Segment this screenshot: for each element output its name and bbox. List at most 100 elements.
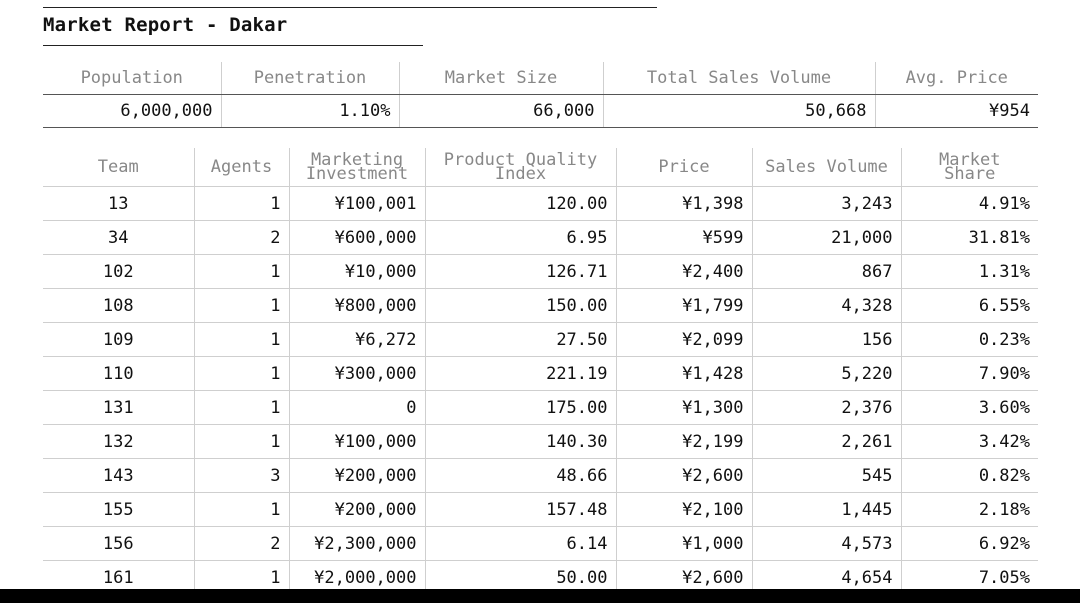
product-quality-index: 6.95	[424, 220, 616, 255]
top-divider	[43, 7, 657, 8]
table-row: 109 1 ¥6,272 27.50 ¥2,099 156 0.23%	[43, 322, 1038, 357]
sales-volume: 2,376	[751, 390, 901, 425]
agents-count: 1	[193, 288, 289, 323]
report-title: Market Report - Dakar	[43, 14, 288, 36]
team-id: 131	[43, 390, 194, 425]
summary-header-total-sales-volume: Total Sales Volume	[602, 62, 875, 95]
table-row: 143 3 ¥200,000 48.66 ¥2,600 545 0.82%	[43, 458, 1038, 493]
summary-header-population: Population	[43, 62, 221, 95]
team-id: 13	[43, 186, 194, 221]
summary-market-size-value: 66,000	[398, 94, 603, 128]
table-row: 110 1 ¥300,000 221.19 ¥1,428 5,220 7.90%	[43, 356, 1038, 391]
table-row: 156 2 ¥2,300,000 6.14 ¥1,000 4,573 6.92%	[43, 526, 1038, 561]
product-quality-index: 48.66	[424, 458, 616, 493]
header-price: Price	[615, 148, 752, 187]
title-underline	[43, 45, 423, 46]
product-quality-index: 221.19	[424, 356, 616, 391]
market-summary-table: Population Penetration Market Size Total…	[43, 62, 1038, 128]
marketing-investment: ¥600,000	[288, 220, 425, 255]
market-share: 31.81%	[900, 220, 1038, 255]
marketing-investment: 0	[288, 390, 425, 425]
summary-value-row: 6,000,000 1.10% 66,000 50,668 ¥954	[43, 94, 1038, 128]
header-market-share: Market Share	[900, 148, 1038, 187]
agents-count: 1	[193, 322, 289, 357]
price: ¥2,400	[615, 254, 752, 289]
marketing-investment: ¥10,000	[288, 254, 425, 289]
price: ¥1,300	[615, 390, 752, 425]
sales-volume: 545	[751, 458, 901, 493]
price: ¥599	[615, 220, 752, 255]
sales-volume: 4,573	[751, 526, 901, 561]
team-id: 108	[43, 288, 194, 323]
table-row: 13 1 ¥100,001 120.00 ¥1,398 3,243 4.91%	[43, 186, 1038, 221]
sales-volume: 21,000	[751, 220, 901, 255]
market-share: 6.92%	[900, 526, 1038, 561]
team-id: 109	[43, 322, 194, 357]
team-id: 155	[43, 492, 194, 527]
agents-count: 1	[193, 390, 289, 425]
marketing-investment: ¥100,000	[288, 424, 425, 459]
team-id: 34	[43, 220, 194, 255]
team-id: 110	[43, 356, 194, 391]
price: ¥1,000	[615, 526, 752, 561]
summary-header-market-size: Market Size	[398, 62, 603, 95]
table-row: 132 1 ¥100,000 140.30 ¥2,199 2,261 3.42%	[43, 424, 1038, 459]
sales-volume: 1,445	[751, 492, 901, 527]
team-id: 132	[43, 424, 194, 459]
marketing-investment: ¥2,300,000	[288, 526, 425, 561]
marketing-investment: ¥6,272	[288, 322, 425, 357]
summary-population-value: 6,000,000	[43, 94, 221, 128]
header-agents: Agents	[193, 148, 289, 187]
team-header-row: Team Agents Marketing Investment Product…	[43, 148, 1038, 187]
team-id: 102	[43, 254, 194, 289]
header-team: Team	[43, 148, 194, 187]
summary-header-penetration: Penetration	[220, 62, 399, 95]
summary-avg-price-value: ¥954	[874, 94, 1038, 128]
agents-count: 1	[193, 186, 289, 221]
price: ¥2,199	[615, 424, 752, 459]
marketing-investment: ¥200,000	[288, 458, 425, 493]
summary-total-sales-volume-value: 50,668	[602, 94, 875, 128]
team-results-table: Team Agents Marketing Investment Product…	[43, 148, 1038, 595]
sales-volume: 156	[751, 322, 901, 357]
market-share: 4.91%	[900, 186, 1038, 221]
table-row: 102 1 ¥10,000 126.71 ¥2,400 867 1.31%	[43, 254, 1038, 289]
sales-volume: 867	[751, 254, 901, 289]
product-quality-index: 6.14	[424, 526, 616, 561]
team-id: 156	[43, 526, 194, 561]
table-row: 34 2 ¥600,000 6.95 ¥599 21,000 31.81%	[43, 220, 1038, 255]
market-share: 6.55%	[900, 288, 1038, 323]
agents-count: 2	[193, 220, 289, 255]
market-share: 3.60%	[900, 390, 1038, 425]
sales-volume: 5,220	[751, 356, 901, 391]
price: ¥2,100	[615, 492, 752, 527]
market-share: 3.42%	[900, 424, 1038, 459]
agents-count: 1	[193, 356, 289, 391]
product-quality-index: 126.71	[424, 254, 616, 289]
header-marketing-investment: Marketing Investment	[288, 148, 425, 187]
sales-volume: 2,261	[751, 424, 901, 459]
product-quality-index: 140.30	[424, 424, 616, 459]
summary-header-avg-price: Avg. Price	[874, 62, 1038, 95]
marketing-investment: ¥300,000	[288, 356, 425, 391]
team-id: 143	[43, 458, 194, 493]
market-share: 7.90%	[900, 356, 1038, 391]
product-quality-index: 175.00	[424, 390, 616, 425]
price: ¥2,600	[615, 458, 752, 493]
marketing-investment: ¥200,000	[288, 492, 425, 527]
header-sales-volume: Sales Volume	[751, 148, 901, 187]
agents-count: 1	[193, 254, 289, 289]
market-share: 0.23%	[900, 322, 1038, 357]
summary-header-row: Population Penetration Market Size Total…	[43, 62, 1038, 95]
product-quality-index: 27.50	[424, 322, 616, 357]
bottom-black-bar	[0, 589, 1080, 603]
sales-volume: 3,243	[751, 186, 901, 221]
marketing-investment: ¥100,001	[288, 186, 425, 221]
agents-count: 1	[193, 424, 289, 459]
product-quality-index: 150.00	[424, 288, 616, 323]
price: ¥1,398	[615, 186, 752, 221]
price: ¥1,428	[615, 356, 752, 391]
header-product-quality-index: Product Quality Index	[424, 148, 616, 187]
agents-count: 2	[193, 526, 289, 561]
market-share: 1.31%	[900, 254, 1038, 289]
